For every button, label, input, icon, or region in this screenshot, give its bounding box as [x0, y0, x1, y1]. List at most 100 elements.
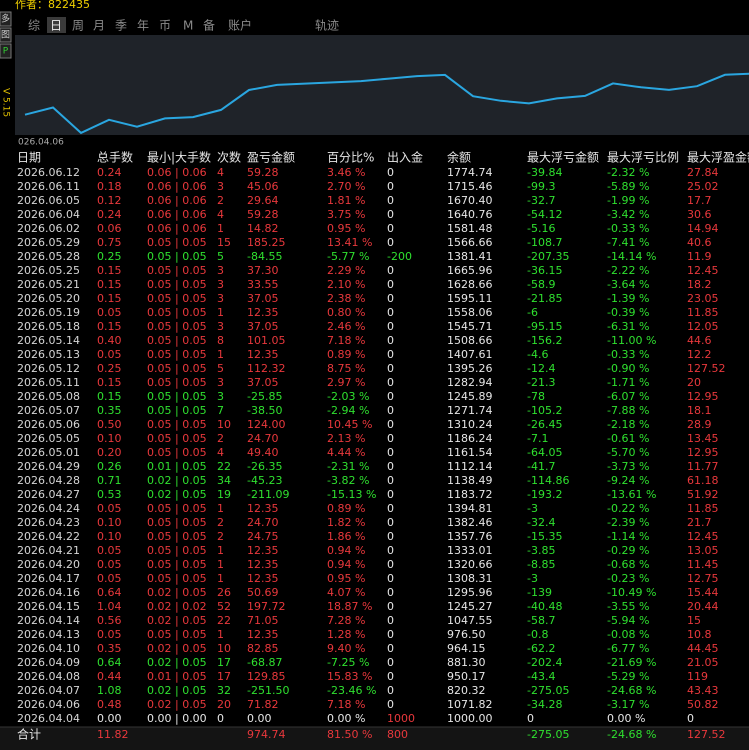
cell: -5.70 % — [607, 446, 649, 459]
cell: 33.55 — [247, 278, 279, 291]
cell: 0 — [387, 348, 394, 361]
cell: 2026.05.14 — [17, 334, 80, 347]
cell: 1112.14 — [447, 460, 493, 473]
cell: 0 — [387, 208, 394, 221]
cell: 1628.66 — [447, 278, 493, 291]
cell: -0.39 % — [607, 306, 649, 319]
cell: 1071.82 — [447, 698, 493, 711]
cell: 0.02 | 0.05 — [147, 684, 207, 697]
cell: 0.95 % — [327, 222, 365, 235]
cell: 12.2 — [687, 348, 712, 361]
cell: 0 — [387, 656, 394, 669]
cell: 0.05 | 0.05 — [147, 306, 207, 319]
tab[interactable]: 综 — [28, 19, 40, 33]
cell: 15 — [687, 614, 701, 627]
tab[interactable]: 币 — [159, 19, 171, 33]
cell: 0.00 % — [607, 712, 645, 725]
cell: 0.48 — [97, 698, 122, 711]
cell: 1245.89 — [447, 390, 493, 403]
cell: 22 — [217, 460, 231, 473]
cell: -25.85 — [247, 390, 282, 403]
cell: 12.95 — [687, 446, 719, 459]
cell: -156.2 — [527, 334, 562, 347]
column-header: 最大浮亏金额 — [527, 150, 599, 165]
tab[interactable]: 月 — [93, 19, 105, 33]
cell: 0.75 — [97, 236, 122, 249]
tab-active[interactable]: 日 — [50, 19, 62, 33]
cell: 112.32 — [247, 362, 286, 375]
cell: -200 — [387, 250, 412, 263]
cell: -9.24 % — [607, 474, 649, 487]
cell: 1.04 — [97, 600, 122, 613]
chart-start-label: 026.04.06 — [18, 138, 64, 148]
cell: 1 — [217, 502, 224, 515]
cell: 0 — [387, 236, 394, 249]
cell: 1774.74 — [447, 166, 493, 179]
cell: 43.43 — [687, 684, 719, 697]
cell: 0.05 | 0.05 — [147, 530, 207, 543]
cell: 1 — [217, 306, 224, 319]
cell: -40.48 — [527, 600, 562, 613]
cell: 1 — [217, 572, 224, 585]
cell: -43.4 — [527, 670, 555, 683]
cell: -26.35 — [247, 460, 282, 473]
cell: 2.70 % — [327, 180, 365, 193]
cell: -3.55 % — [607, 600, 649, 613]
cell: 0.64 — [97, 656, 122, 669]
cell: 2.29 % — [327, 264, 365, 277]
cell: 20 — [217, 698, 231, 711]
cell: 23.05 — [687, 292, 719, 305]
total-cell: 974.74 — [247, 728, 286, 741]
cell: -5.29 % — [607, 670, 649, 683]
cell: 820.32 — [447, 684, 486, 697]
cell: 2026.04.08 — [17, 670, 80, 683]
tab[interactable]: 备 — [203, 19, 215, 33]
cell: 10 — [217, 642, 231, 655]
cell: 1395.26 — [447, 362, 493, 375]
cell: 37.05 — [247, 376, 279, 389]
cell: -6 — [527, 306, 538, 319]
cell: -14.14 % — [607, 250, 656, 263]
cell: 2.13 % — [327, 432, 365, 445]
cell: 4 — [217, 166, 224, 179]
cell: 1357.76 — [447, 530, 493, 543]
tab[interactable]: 周 — [72, 19, 84, 33]
cell: 0.05 | 0.05 — [147, 250, 207, 263]
cell: -2.32 % — [607, 166, 649, 179]
cell: -3.17 % — [607, 698, 649, 711]
cell: 0.02 | 0.05 — [147, 474, 207, 487]
cell: 24.75 — [247, 530, 279, 543]
tab[interactable]: 季 — [115, 19, 127, 33]
cell: -41.7 — [527, 460, 555, 473]
cell: -6.07 % — [607, 390, 649, 403]
cell: 0 — [387, 334, 394, 347]
tab[interactable]: M — [183, 19, 193, 33]
cell: 119 — [687, 670, 708, 683]
cell: 3 — [217, 320, 224, 333]
cell: 0 — [387, 278, 394, 291]
cell: 1282.94 — [447, 376, 493, 389]
cell: 0.05 — [97, 502, 122, 515]
cell: 2026.04.06 — [17, 698, 80, 711]
cell: 11.85 — [687, 306, 719, 319]
cell: 1 — [217, 558, 224, 571]
cell: -78 — [527, 390, 545, 403]
cell: 8 — [217, 334, 224, 347]
cell: 13.45 — [687, 432, 719, 445]
cell: 17.7 — [687, 194, 712, 207]
cell: 0.05 | 0.05 — [147, 572, 207, 585]
cell: 13.05 — [687, 544, 719, 557]
tab[interactable]: 账户 — [228, 18, 252, 33]
tab[interactable]: 轨迹 — [315, 19, 339, 33]
cell: 0.10 — [97, 432, 122, 445]
cell: -0.23 % — [607, 572, 649, 585]
tab[interactable]: 年 — [137, 19, 149, 33]
cell: -0.33 % — [607, 222, 649, 235]
cell: 14.94 — [687, 222, 719, 235]
cell: 0 — [387, 600, 394, 613]
cell: 52 — [217, 600, 231, 613]
cell: 71.82 — [247, 698, 279, 711]
cell: 12.35 — [247, 544, 279, 557]
cell: -6.77 % — [607, 642, 649, 655]
